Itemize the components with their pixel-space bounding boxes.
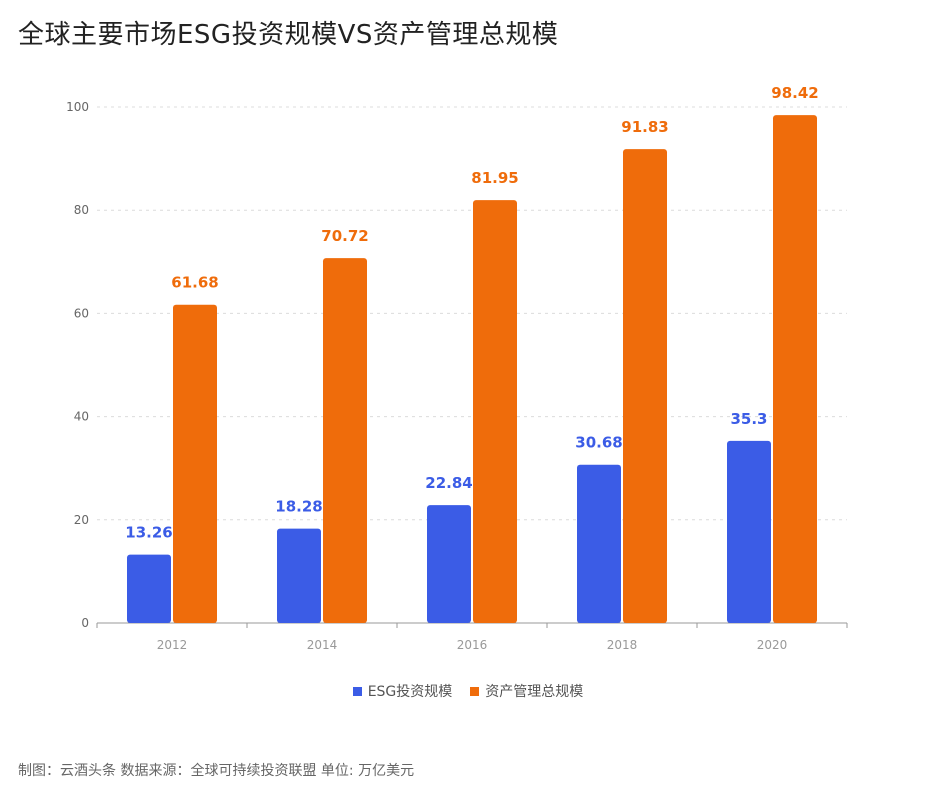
x-tick-label: 2012 [157, 638, 188, 652]
data-label-esg: 35.3 [730, 410, 767, 428]
data-label-esg: 22.84 [425, 474, 472, 492]
chart-title: 全球主要市场ESG投资规模VS资产管理总规模 [18, 20, 559, 50]
y-tick-label: 100 [66, 100, 89, 114]
x-tick-label: 2014 [307, 638, 338, 652]
legend-swatch-esg [352, 686, 362, 696]
bar-chart: 0 20 40 60 80 100 2012 13.26 61.68 2014 18.28 70.72… [66, 84, 848, 652]
bar-total [773, 115, 817, 623]
data-label-esg: 30.68 [575, 434, 622, 452]
x-tick-label: 2020 [757, 638, 788, 652]
y-tick-label: 80 [74, 203, 89, 217]
bar-esg [577, 464, 621, 623]
bar-total [623, 149, 667, 623]
data-label-total: 61.68 [171, 274, 218, 292]
data-label-total: 81.95 [471, 169, 518, 187]
bar-esg [427, 505, 471, 623]
data-label-total: 98.42 [771, 84, 818, 102]
legend-item-esg[interactable]: ESG投资规模 [352, 681, 453, 701]
legend-label-esg: ESG投资规模 [367, 684, 453, 700]
y-tick-label: 60 [74, 306, 89, 320]
legend-swatch-total [470, 686, 480, 696]
bar-total [473, 200, 517, 623]
legend-item-total[interactable]: 资产管理总规模 [470, 681, 583, 701]
y-tick-label: 0 [81, 616, 89, 630]
bar-esg [727, 440, 771, 623]
x-tick-label: 2018 [607, 638, 638, 652]
bar-esg [277, 528, 321, 623]
source-note: 制图：云酒头条 数据来源：全球可持续投资联盟 单位: 万亿美元 [18, 763, 415, 779]
data-label-esg: 13.26 [125, 524, 172, 542]
y-tick-label: 20 [74, 513, 89, 527]
legend-label-total: 资产管理总规模 [485, 684, 584, 700]
data-label-esg: 18.28 [275, 498, 322, 516]
legend: ESG投资规模 资产管理总规模 [0, 681, 936, 701]
y-tick-label: 40 [74, 410, 89, 424]
bar-esg [127, 554, 171, 623]
x-tick-label: 2016 [457, 638, 488, 652]
data-label-total: 91.83 [621, 118, 668, 136]
bar-total [173, 304, 217, 623]
bar-total [323, 258, 367, 623]
data-label-total: 70.72 [321, 227, 368, 245]
